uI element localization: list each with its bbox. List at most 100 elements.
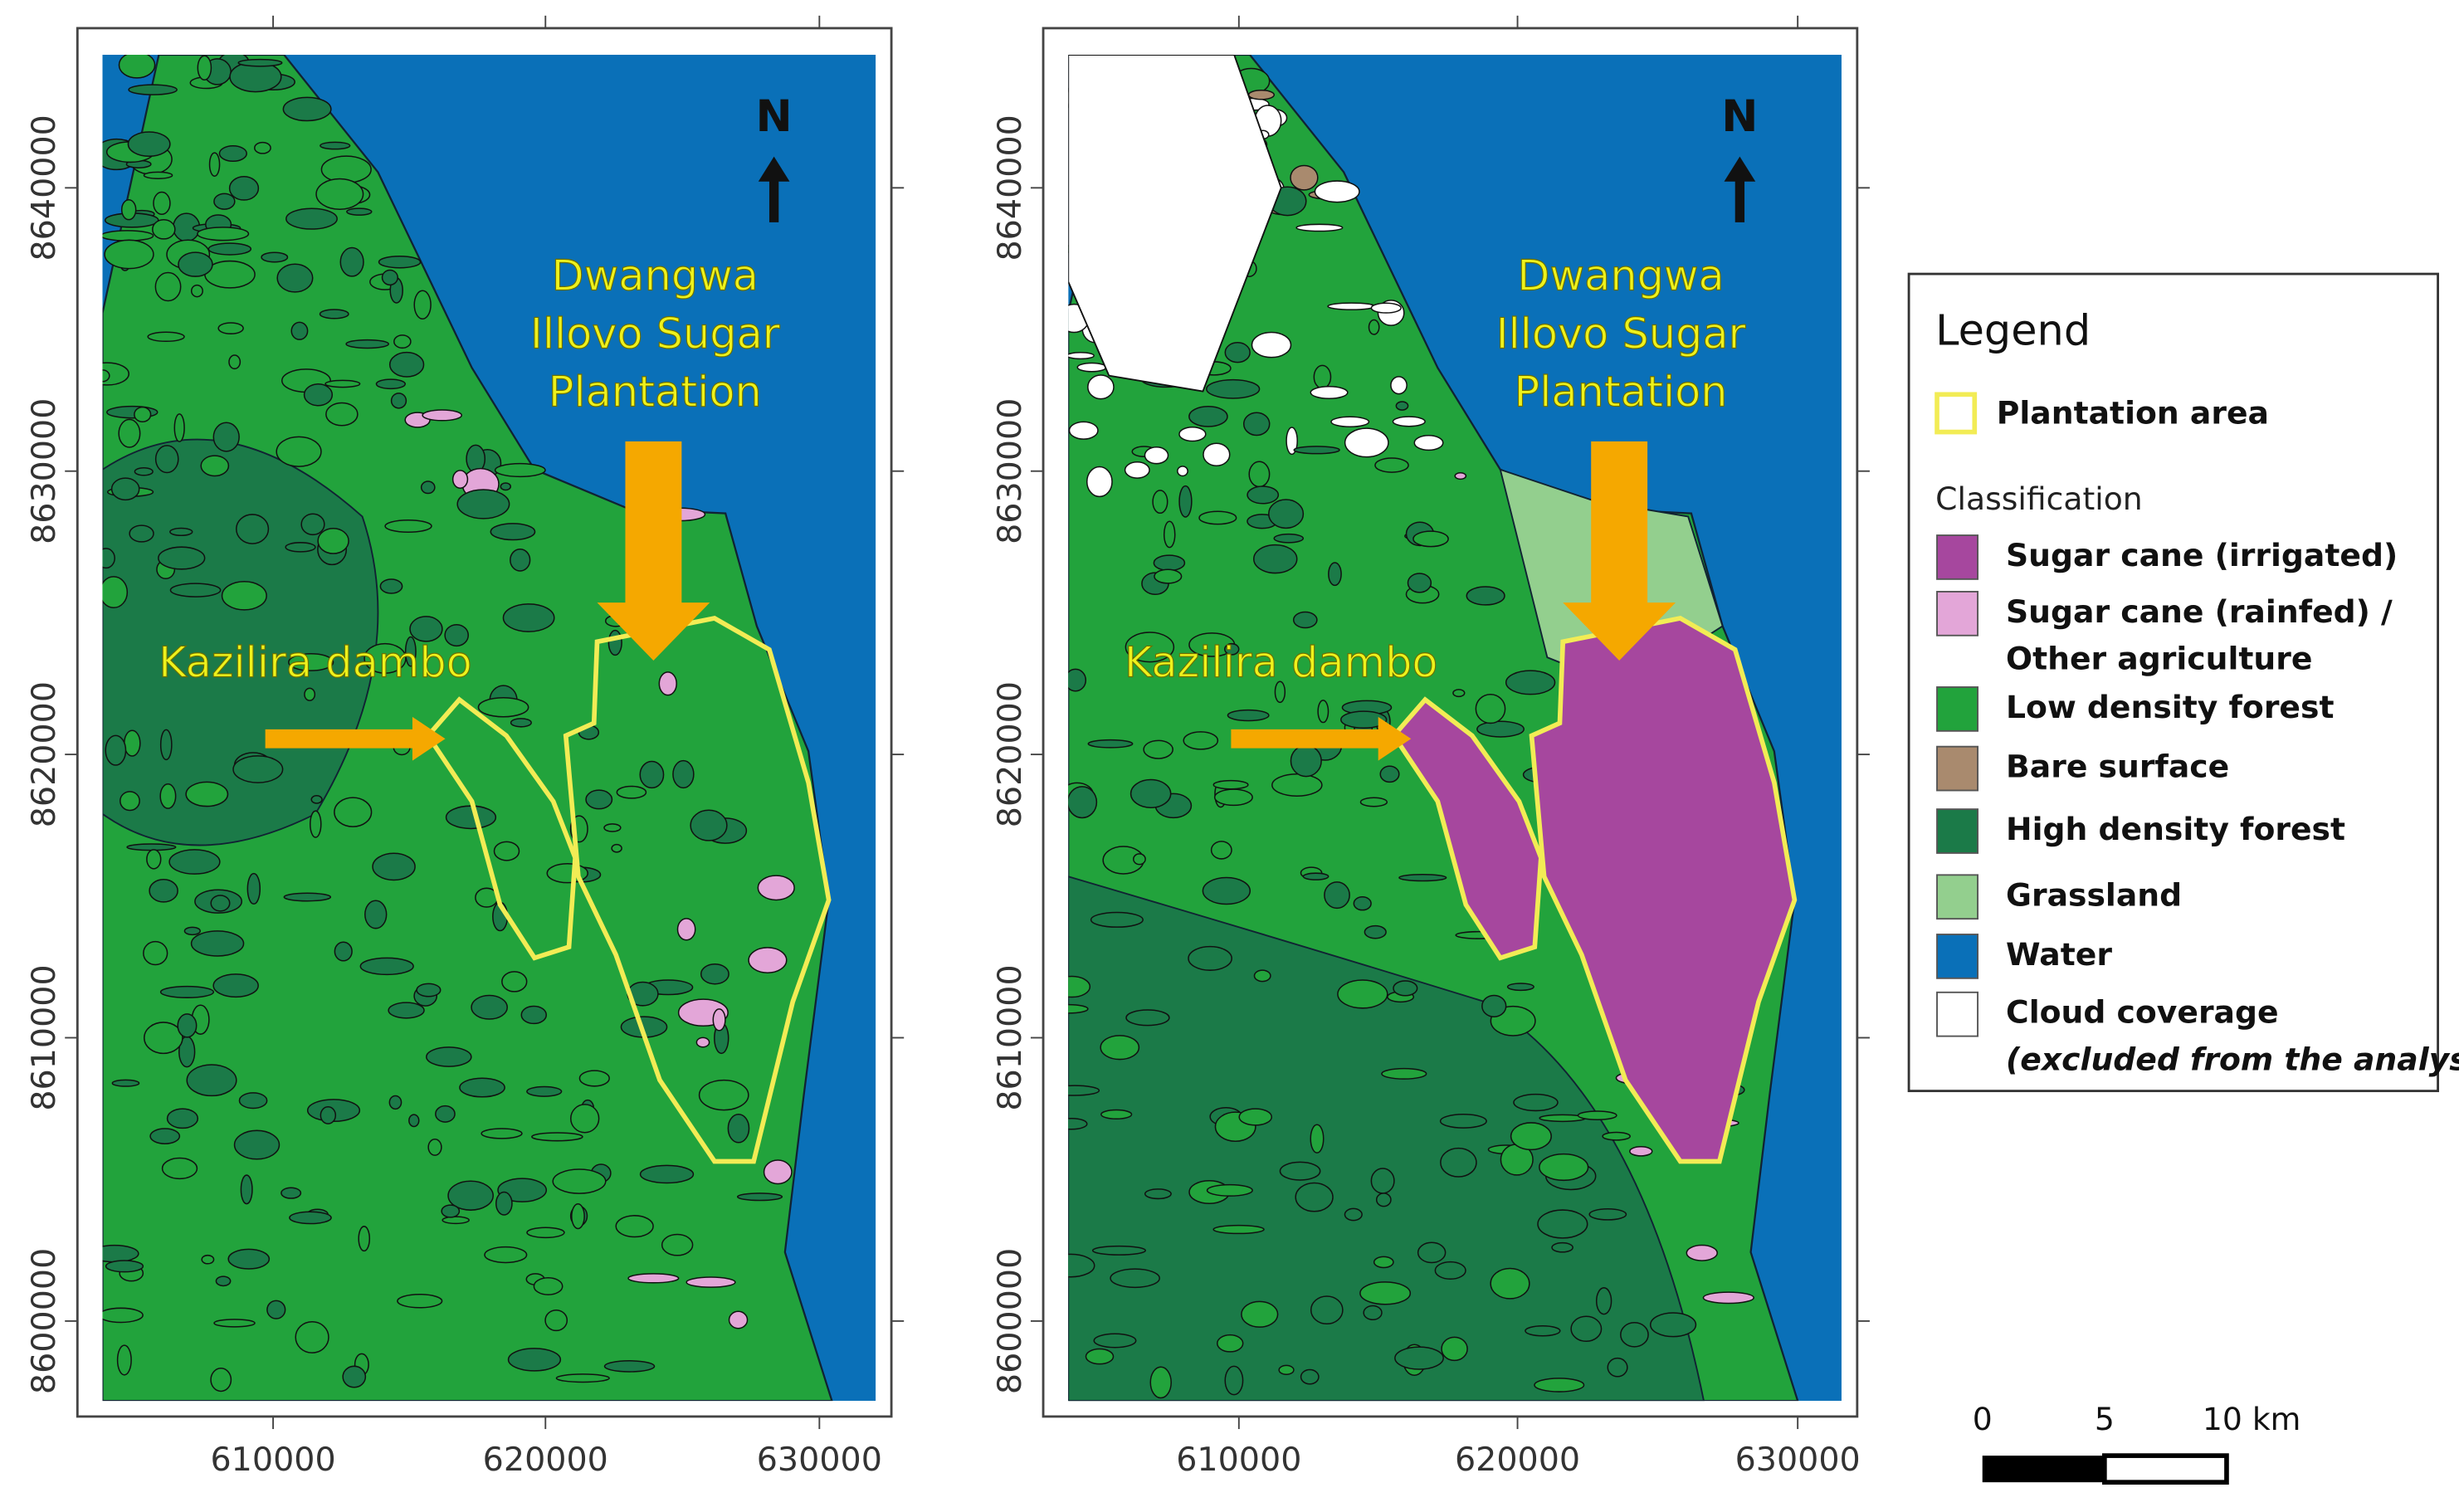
land-patch [159, 985, 215, 998]
land-patch [1537, 1209, 1588, 1239]
land-patch [201, 1254, 215, 1265]
land-patch [427, 1138, 442, 1156]
land-patch [500, 482, 512, 491]
land-patch [510, 718, 532, 728]
land-patch [748, 947, 788, 974]
land-patch [484, 1246, 528, 1264]
legend-label: Grassland [2006, 876, 2182, 913]
land-patch [240, 1174, 253, 1205]
land-patch [1206, 1183, 1253, 1197]
land-patch [1602, 1131, 1631, 1141]
map-panel: Dwangwa Illovo Sugar Plantation Kazilira da… [25, 15, 905, 1479]
land-patch [1525, 1325, 1561, 1337]
land-patch [178, 251, 213, 277]
land-patch [227, 1248, 271, 1270]
land-patch [1068, 1117, 1088, 1130]
land-patch [1370, 1168, 1395, 1194]
land-patch [1087, 739, 1134, 749]
north-label: N [1721, 91, 1758, 142]
land-patch [1248, 461, 1271, 488]
land-patch [320, 141, 351, 150]
land-patch [1310, 1124, 1325, 1154]
land-patch [1534, 1378, 1585, 1393]
land-patch [378, 255, 422, 269]
land-patch [393, 334, 412, 349]
land-patch [409, 616, 443, 642]
plantation-outline [1529, 616, 1798, 1164]
land-patch [408, 1114, 420, 1128]
land-patch [1253, 544, 1298, 574]
land-patch [1149, 1366, 1172, 1399]
land-patch [1344, 1207, 1363, 1222]
land-patch [288, 653, 334, 671]
land-patch [183, 926, 201, 936]
land-patch [700, 963, 729, 985]
land-patch [1417, 1241, 1447, 1264]
land-patch [1466, 586, 1505, 606]
land-patch [123, 729, 141, 757]
land-patch [1224, 1365, 1244, 1396]
annotation: Plantation [549, 368, 762, 417]
land-patch [616, 785, 647, 799]
land-patch [444, 623, 469, 647]
land-patch [261, 251, 289, 263]
land-patch [1452, 689, 1466, 698]
legend-box [1907, 272, 2440, 1093]
land-patch [1068, 786, 1098, 819]
legend-swatch [1936, 808, 1979, 854]
land-patch [585, 789, 613, 810]
land-patch [169, 527, 193, 537]
north-arrow [758, 156, 790, 222]
land-patch [186, 1064, 237, 1097]
land-patch [325, 402, 359, 427]
land-patch [102, 1307, 144, 1324]
land-patch [1133, 853, 1146, 866]
land-patch [1202, 876, 1251, 905]
land-patch [1295, 1182, 1334, 1212]
land-patch [346, 207, 373, 216]
land-patch [161, 1157, 198, 1180]
land-patch [1271, 773, 1323, 797]
land-patch [388, 1002, 425, 1019]
land-patch [1353, 895, 1372, 911]
land-patch [1090, 911, 1144, 928]
scale-label: 10 km [2203, 1401, 2301, 1437]
land-patch [1086, 466, 1113, 498]
land-patch [1300, 1368, 1320, 1385]
annotation: Kazilira dambo [159, 639, 472, 688]
scale-segment [2102, 1453, 2229, 1485]
land-patch [603, 1360, 656, 1373]
land-patch [490, 523, 536, 541]
x-tick-label: 610000 [1176, 1441, 1301, 1479]
land-patch [233, 1129, 281, 1160]
land-patch [1393, 980, 1418, 997]
land-patch [143, 940, 168, 966]
land-patch [375, 378, 406, 390]
scale-label: 5 [2095, 1401, 2115, 1437]
x-tick-label: 630000 [1735, 1441, 1861, 1479]
land-patch [420, 480, 436, 495]
land-patch [757, 875, 795, 901]
legend-swatch [1936, 591, 1979, 637]
land-patch [520, 1005, 548, 1025]
land-patch [281, 1187, 302, 1199]
land-patch [1290, 164, 1319, 191]
north-arrow [1724, 156, 1756, 222]
land-patch [712, 1008, 726, 1032]
land-patch [116, 1344, 132, 1376]
land-patch [1440, 1147, 1477, 1178]
land-patch [413, 290, 432, 319]
land-patch [342, 1365, 367, 1388]
land-patch [149, 1128, 181, 1144]
land-patch [1394, 1346, 1444, 1370]
land-patch [1129, 778, 1172, 808]
land-patch [310, 810, 322, 838]
land-patch [736, 1193, 783, 1202]
y-tick-label: 8640000 [25, 115, 63, 261]
land-patch [1475, 693, 1506, 724]
land-patch [1330, 416, 1370, 428]
land-patch [690, 809, 728, 841]
land-patch [358, 1226, 371, 1252]
land-patch [1188, 405, 1228, 427]
land-patch [159, 729, 173, 761]
